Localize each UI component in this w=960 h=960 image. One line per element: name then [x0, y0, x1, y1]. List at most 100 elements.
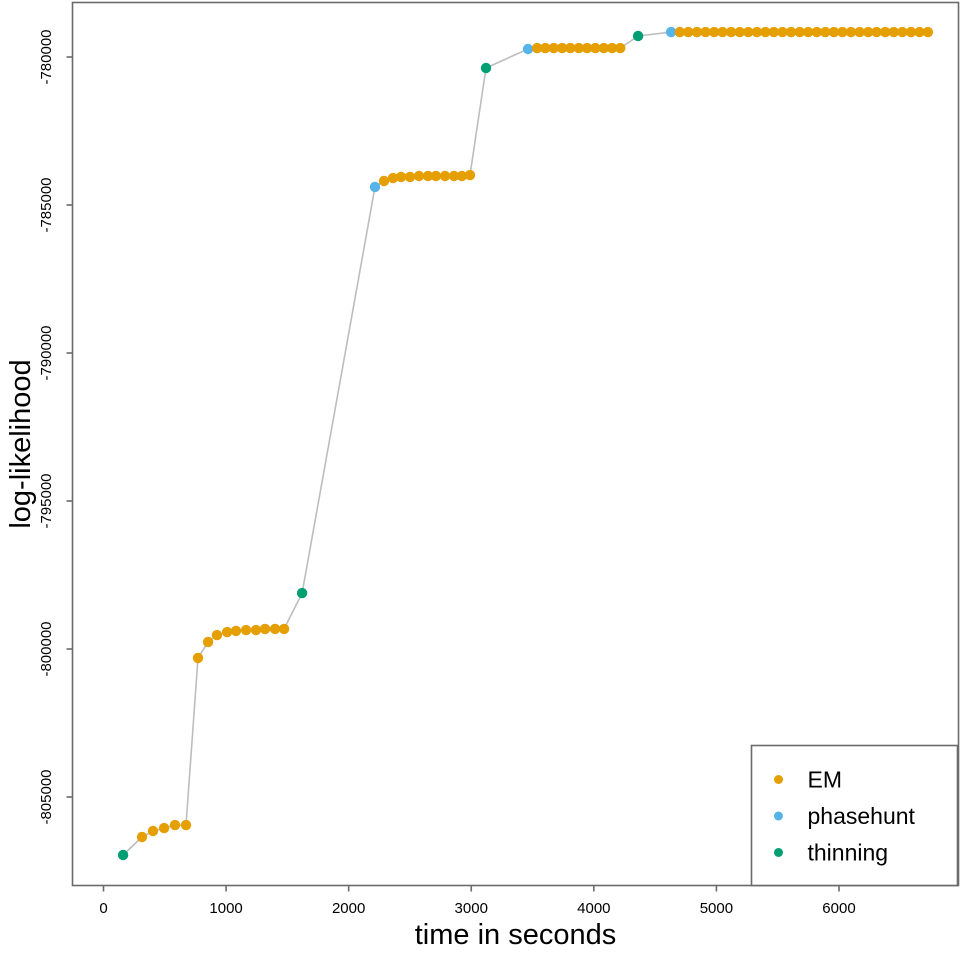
data-point-em — [717, 26, 728, 38]
data-point-em — [803, 26, 814, 38]
data-point-em — [598, 42, 609, 54]
data-point-em — [404, 171, 416, 183]
data-point-em — [464, 169, 476, 181]
data-point-em — [863, 26, 874, 38]
y-tick-label: -790000 — [38, 325, 55, 380]
data-point-em — [240, 624, 252, 636]
data-point-em — [777, 26, 788, 38]
x-tick-label: 0 — [99, 900, 107, 917]
data-point-em — [456, 170, 468, 182]
data-point-thinning — [632, 30, 644, 42]
x-tick-label: 5000 — [700, 900, 733, 917]
data-point-em — [395, 171, 407, 183]
y-tick-label: -785000 — [38, 177, 55, 232]
data-point-em — [448, 170, 460, 182]
legend-dot-thinning — [774, 848, 783, 857]
plot-border — [71, 1, 960, 887]
y-tick-label: -795000 — [38, 473, 55, 528]
data-point-em — [548, 42, 559, 54]
data-point-em — [147, 825, 159, 837]
data-point-em — [278, 623, 290, 635]
series-connector-line — [122, 31, 928, 856]
data-point-em — [136, 831, 148, 843]
data-point-em — [606, 42, 618, 54]
x-tick-label: 1000 — [209, 900, 242, 917]
data-point-em — [565, 42, 576, 54]
legend-label-em: EM — [808, 767, 843, 793]
data-point-em — [230, 625, 242, 637]
legend-dot-em — [774, 775, 783, 784]
data-point-em — [837, 26, 848, 38]
data-point-em — [854, 26, 865, 38]
y-tick-label: -805000 — [38, 769, 55, 824]
legend-label-phasehunt: phasehunt — [808, 803, 916, 829]
data-point-em — [413, 170, 425, 182]
data-point-em — [828, 26, 840, 38]
data-point-em — [905, 26, 917, 38]
x-tick-label: 6000 — [822, 900, 855, 917]
data-point-em — [768, 26, 780, 38]
y-tick-label: -800000 — [38, 621, 55, 676]
data-point-em — [700, 26, 711, 38]
data-point-em — [683, 26, 694, 38]
data-point-phasehunt — [369, 181, 381, 193]
data-point-em — [169, 819, 181, 831]
y-tick-label: -780000 — [38, 29, 55, 84]
data-point-em — [897, 26, 908, 38]
data-point-em — [888, 26, 899, 38]
data-point-em — [180, 819, 192, 831]
data-point-em — [743, 26, 754, 38]
legend-dot-phasehunt — [774, 811, 783, 821]
data-point-em — [914, 26, 925, 38]
data-point-em — [811, 26, 822, 38]
data-point-em — [531, 42, 543, 54]
x-axis-title: time in seconds — [415, 919, 617, 951]
data-point-em — [221, 626, 233, 638]
data-point-em — [422, 170, 434, 182]
data-point-phasehunt — [665, 26, 677, 38]
data-point-em — [430, 170, 442, 182]
data-point-em — [573, 42, 584, 54]
data-point-em — [540, 42, 551, 54]
data-point-em — [691, 26, 703, 38]
data-point-thinning — [296, 587, 308, 599]
data-point-em — [708, 26, 720, 38]
data-point-em — [581, 42, 593, 54]
data-point-em — [269, 623, 281, 635]
data-point-em — [250, 624, 262, 636]
data-point-em — [820, 26, 831, 38]
data-point-em — [794, 26, 805, 38]
data-point-em — [192, 652, 204, 664]
data-point-em — [590, 42, 601, 54]
y-axis-title: log-likelihood — [5, 359, 37, 528]
x-tick-label: 2000 — [332, 900, 365, 917]
data-point-em — [211, 629, 223, 641]
data-point-em — [378, 175, 390, 187]
data-point-em — [387, 172, 399, 184]
data-point-em — [785, 26, 797, 38]
data-point-em — [725, 26, 737, 38]
x-tick-label: 4000 — [577, 900, 610, 917]
data-point-em — [751, 26, 763, 38]
data-point-em — [871, 26, 882, 38]
data-point-em — [439, 170, 451, 182]
data-point-em — [556, 42, 568, 54]
data-point-em — [922, 26, 934, 38]
data-point-thinning — [480, 62, 492, 74]
data-point-em — [734, 26, 745, 38]
data-point-em — [760, 26, 771, 38]
data-point-em — [845, 26, 857, 38]
data-point-em — [259, 623, 271, 635]
data-point-phasehunt — [522, 43, 534, 55]
data-point-em — [202, 636, 214, 648]
legend-label-thinning: thinning — [808, 840, 889, 866]
data-point-thinning — [117, 849, 129, 861]
data-point-em — [880, 26, 891, 38]
data-point-em — [674, 26, 685, 38]
legend-box — [750, 744, 959, 887]
x-tick-label: 3000 — [455, 900, 488, 917]
data-point-em — [615, 42, 626, 54]
data-point-em — [158, 822, 170, 834]
